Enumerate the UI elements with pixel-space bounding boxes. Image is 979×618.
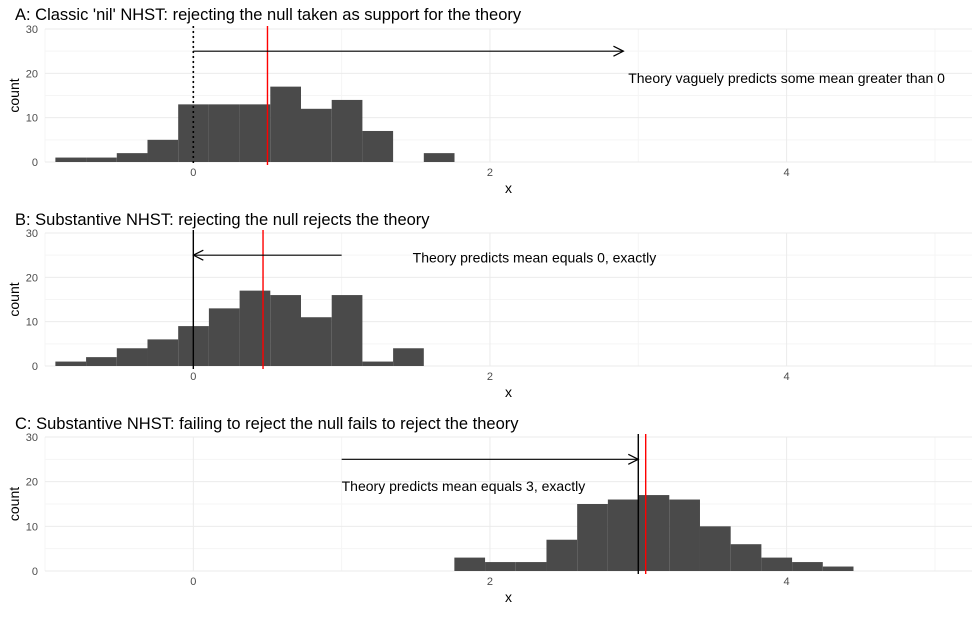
- y-tick-label: 20: [26, 68, 38, 80]
- x-axis-title: x: [505, 589, 512, 605]
- histogram-bar: [730, 544, 762, 571]
- histogram-bar: [86, 157, 117, 162]
- y-tick-label: 0: [32, 566, 38, 578]
- x-axis-title: x: [505, 180, 512, 196]
- x-tick-label: 2: [487, 371, 493, 383]
- histogram-bar: [55, 157, 87, 162]
- annotation-label: Theory vaguely predicts some mean greate…: [628, 70, 945, 86]
- histogram-bar: [515, 562, 547, 571]
- histogram-bar: [178, 104, 209, 162]
- histogram-bar: [577, 504, 608, 571]
- histogram-bar: [638, 495, 670, 571]
- annotation-label: Theory predicts mean equals 3, exactly: [342, 478, 586, 494]
- histogram-bar: [147, 339, 179, 366]
- x-tick-label: 0: [190, 167, 196, 179]
- histogram-bar: [822, 566, 854, 571]
- histogram-bar: [55, 361, 87, 366]
- x-tick-label: 2: [487, 167, 493, 179]
- histogram-bar: [362, 361, 394, 366]
- histogram-bar: [301, 108, 332, 162]
- chart-title: B: Substantive NHST: rejecting the null …: [15, 211, 430, 229]
- y-tick-label: 10: [26, 317, 38, 329]
- histogram-bar: [331, 295, 363, 366]
- y-tick-label: 10: [26, 113, 38, 125]
- x-tick-label: 2: [487, 576, 493, 588]
- histogram-bar: [362, 130, 394, 162]
- histogram-bar: [116, 348, 148, 366]
- y-tick-label: 10: [26, 521, 38, 533]
- histogram-bar: [761, 557, 793, 571]
- histogram-bar: [147, 139, 179, 162]
- histogram-bar: [86, 357, 117, 366]
- panel-b: B: Substantive NHST: rejecting the null …: [6, 211, 972, 400]
- histogram-bar: [454, 557, 486, 571]
- y-axis-title: count: [6, 487, 22, 521]
- histogram-bar: [239, 290, 271, 366]
- histogram-bar: [423, 153, 455, 162]
- y-axis-title: count: [6, 282, 22, 316]
- histogram-bar: [393, 348, 424, 366]
- histogram-bar: [331, 99, 363, 162]
- histogram-bar: [301, 317, 332, 366]
- y-tick-label: 20: [26, 477, 38, 489]
- panel-c: C: Substantive NHST: failing to reject t…: [6, 415, 972, 605]
- histogram-bar: [546, 539, 578, 571]
- y-tick-label: 0: [32, 361, 38, 373]
- histogram-bar: [485, 562, 516, 571]
- y-tick-label: 30: [26, 432, 38, 444]
- histogram-bar: [699, 526, 731, 571]
- histogram-bar: [116, 153, 148, 162]
- histogram-bar: [208, 308, 240, 366]
- x-tick-label: 4: [784, 576, 790, 588]
- y-tick-label: 30: [26, 228, 38, 240]
- y-axis-title: count: [6, 78, 22, 112]
- histogram-bar: [607, 499, 639, 571]
- chart-title: A: Classic 'nil' NHST: rejecting the nul…: [15, 6, 522, 24]
- histogram-bar: [208, 104, 240, 162]
- histogram-bar: [239, 104, 271, 162]
- histogram-bar: [792, 562, 823, 571]
- x-tick-label: 4: [784, 371, 790, 383]
- y-tick-label: 30: [26, 24, 38, 36]
- x-axis-title: x: [505, 384, 512, 400]
- histogram-bar: [669, 499, 700, 571]
- x-tick-label: 4: [784, 167, 790, 179]
- annotation-label: Theory predicts mean equals 0, exactly: [413, 249, 657, 265]
- x-tick-label: 0: [190, 576, 196, 588]
- y-tick-label: 0: [32, 157, 38, 169]
- panel-a: A: Classic 'nil' NHST: rejecting the nul…: [6, 6, 972, 196]
- y-tick-label: 20: [26, 272, 38, 284]
- x-tick-label: 0: [190, 371, 196, 383]
- chart-title: C: Substantive NHST: failing to reject t…: [15, 415, 519, 433]
- histogram-bar: [270, 295, 302, 366]
- histogram-bar: [270, 86, 302, 162]
